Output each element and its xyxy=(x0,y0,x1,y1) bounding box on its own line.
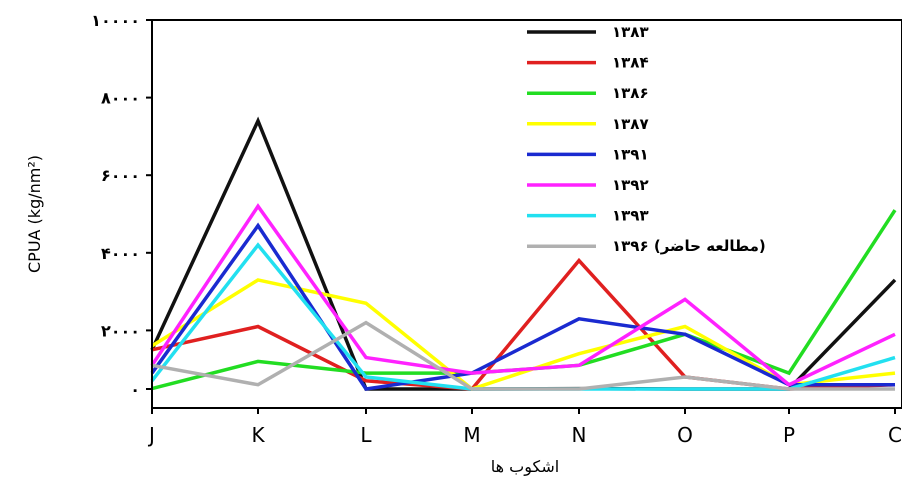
legend-label: ۱۳۹۱ xyxy=(612,145,649,163)
x-axis-title: اشکوب ها xyxy=(491,457,559,477)
legend-label: ۱۳۹۳ xyxy=(612,207,649,225)
series-line xyxy=(151,320,895,391)
y-tick-label: ۲۰۰۰ xyxy=(101,321,140,340)
y-axis-title: CPUA (kg/nm²) xyxy=(25,155,44,273)
series-lines xyxy=(150,116,897,391)
x-tick-label: K xyxy=(251,423,265,447)
x-tick-label: J xyxy=(147,423,155,447)
legend-label: ۱۳۹۶ (مطالعه حاضر) xyxy=(612,237,766,255)
x-tick-label: N xyxy=(572,423,587,447)
legend-label: ۱۳۹۲ xyxy=(612,176,649,194)
x-tick-label: O xyxy=(677,423,693,447)
series-line xyxy=(150,242,896,391)
x-tick-label: L xyxy=(360,423,372,447)
legend-label: ۱۳۸۷ xyxy=(612,115,649,133)
x-tick-label: M xyxy=(463,423,480,447)
y-tick-label: ۱۰۰۰۰ xyxy=(91,11,140,30)
x-tick-label: C xyxy=(888,423,902,447)
legend-label: ۱۳۸۶ xyxy=(612,84,649,102)
series-line xyxy=(150,222,895,391)
series-line xyxy=(150,203,896,387)
y-tick-label: ۰ xyxy=(130,380,140,399)
x-tick-label: P xyxy=(783,423,795,447)
y-tick-label: ۴۰۰۰ xyxy=(101,244,140,263)
y-tick-label: ۶۰۰۰ xyxy=(101,166,140,185)
legend-label: ۱۳۸۳ xyxy=(612,23,649,41)
legend: ۱۳۸۳ ۱۳۸۴ ۱۳۸۶ ۱۳۸۷ ۱۳۹۱ ۱۳۹۲ ۱۳۹۳ ۱۳۹۶ (مطالعه… xyxy=(527,23,766,255)
plot-frame xyxy=(151,19,902,409)
y-axis-ticks: ۰ ۲۰۰۰ ۴۰۰۰ ۶۰۰۰ ۸۰۰۰ ۱۰۰۰۰ xyxy=(91,11,152,399)
y-tick-label: ۸۰۰۰ xyxy=(101,89,140,108)
legend-label: ۱۳۸۴ xyxy=(612,54,649,72)
